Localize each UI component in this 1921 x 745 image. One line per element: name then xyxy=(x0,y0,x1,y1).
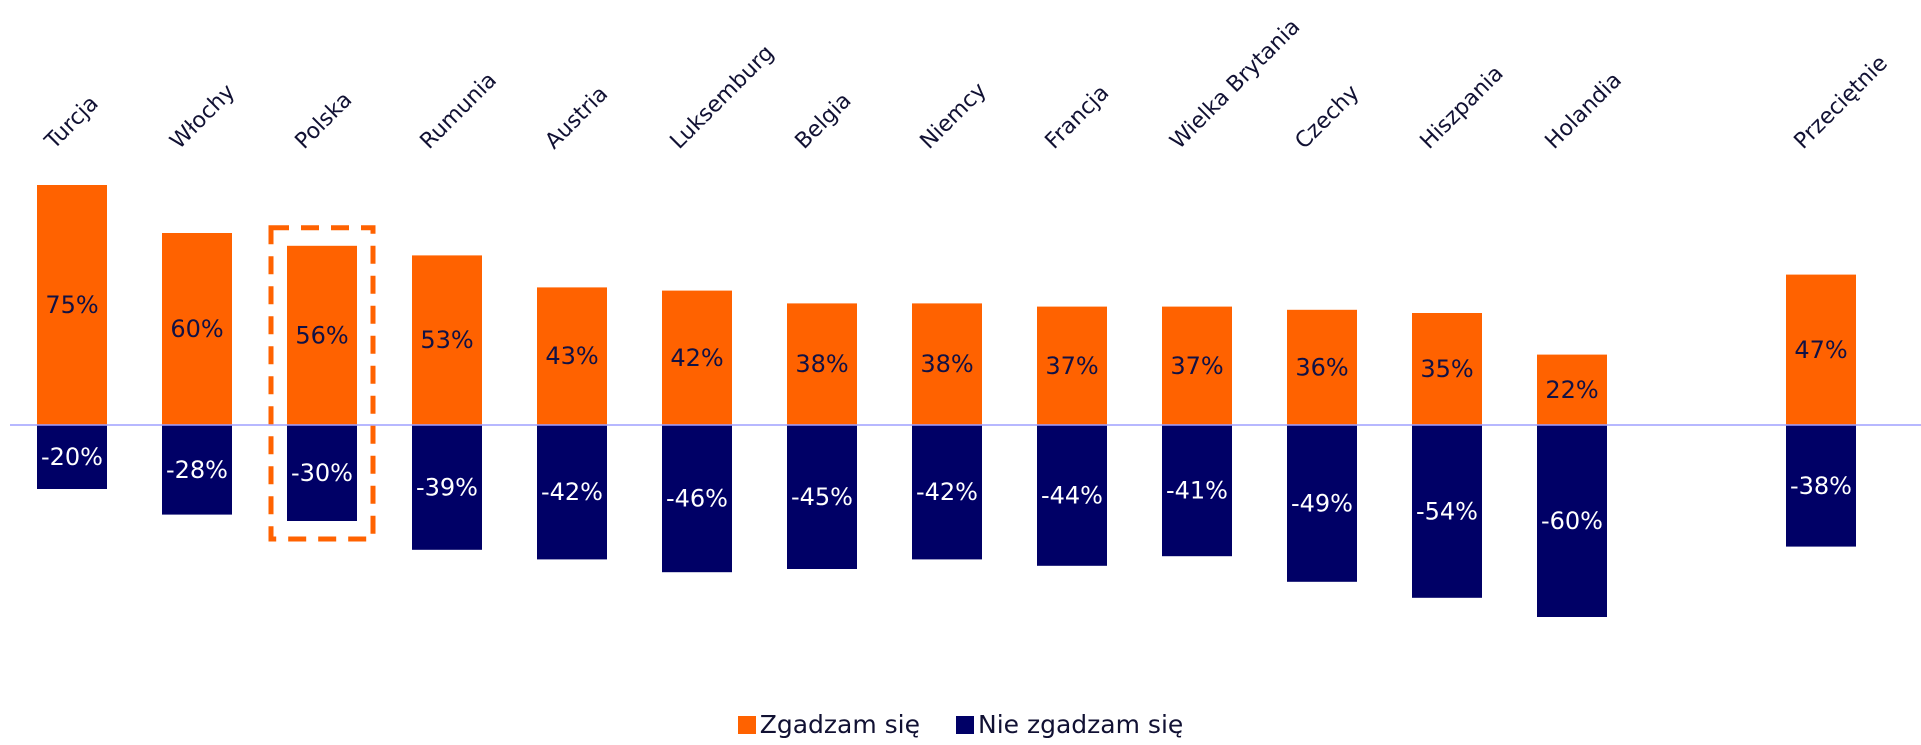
value-label-agree-austria: 43% xyxy=(545,342,598,370)
bar-disagree-przecietnie xyxy=(1786,425,1856,547)
bar-agree-czechy xyxy=(1287,309,1357,425)
bar-agree-austria xyxy=(537,287,607,425)
bar-disagree-wielka-brytania xyxy=(1162,425,1232,557)
value-label-agree-niemcy: 38% xyxy=(920,350,973,378)
bar-disagree-polska xyxy=(287,425,357,521)
value-label-disagree-rumunia: -39% xyxy=(416,473,478,501)
value-label-agree-czechy: 36% xyxy=(1295,353,1348,381)
bar-agree-hiszpania xyxy=(1412,313,1482,425)
value-label-agree-wielka-brytania: 37% xyxy=(1170,352,1223,380)
value-label-disagree-niemcy: -42% xyxy=(916,478,978,506)
value-label-agree-francja: 37% xyxy=(1045,352,1098,380)
bar-disagree-belgia xyxy=(787,425,857,569)
value-label-disagree-luksemburg: -46% xyxy=(666,485,728,513)
legend: Zgadzam się Nie zgadzam się xyxy=(0,710,1921,739)
category-label-czechy: Czechy xyxy=(1291,80,1365,154)
value-label-disagree-holandia: -60% xyxy=(1541,507,1603,535)
category-label-przecietnie: Przeciętnie xyxy=(1790,51,1893,154)
legend-label-disagree: Nie zgadzam się xyxy=(978,710,1184,739)
category-label-rumunia: Rumunia xyxy=(416,68,502,154)
bar-disagree-austria xyxy=(537,425,607,560)
value-label-agree-polska: 56% xyxy=(295,321,348,349)
bar-agree-polska xyxy=(287,245,357,425)
bar-agree-francja xyxy=(1037,306,1107,425)
legend-label-agree: Zgadzam się xyxy=(759,710,921,739)
value-label-agree-wlochy: 60% xyxy=(170,315,223,343)
value-label-agree-rumunia: 53% xyxy=(420,326,473,354)
bar-agree-wielka-brytania xyxy=(1162,306,1232,425)
value-label-agree-przecietnie: 47% xyxy=(1794,336,1847,364)
legend-item-agree: Zgadzam się xyxy=(737,710,921,739)
category-label-turcja: Turcja xyxy=(40,91,104,155)
category-labels-group: Turcja Włochy Polska Rumunia Austria Luksembu… xyxy=(40,14,1893,154)
bar-disagree-czechy xyxy=(1287,425,1357,582)
category-label-hiszpania: Hiszpania xyxy=(1416,61,1509,154)
legend-swatch-agree xyxy=(737,715,756,734)
bar-disagree-holandia xyxy=(1537,425,1607,617)
stacked-bar-chart: 75% -20% 60% -28% 56% -30% 53% -39% 43% -42% 42% -4… xyxy=(10,14,1921,617)
value-label-disagree-wlochy: -28% xyxy=(166,456,228,484)
value-label-agree-luksemburg: 42% xyxy=(670,344,723,372)
legend-swatch-disagree xyxy=(956,715,975,734)
bar-disagree-hiszpania xyxy=(1412,425,1482,598)
bar-agree-luksemburg xyxy=(662,290,732,425)
legend-item-disagree: Nie zgadzam się xyxy=(956,710,1183,739)
category-label-francja: Francja xyxy=(1041,81,1115,155)
value-label-disagree-czechy: -49% xyxy=(1291,489,1353,517)
value-label-disagree-wielka-brytania: -41% xyxy=(1166,477,1228,505)
value-label-disagree-turcja: -20% xyxy=(41,443,103,471)
bar-agree-turcja xyxy=(37,185,107,425)
value-label-agree-hiszpania: 35% xyxy=(1420,355,1473,383)
category-label-luksemburg: Luksemburg xyxy=(666,41,780,155)
value-label-agree-turcja: 75% xyxy=(45,291,98,319)
value-label-agree-holandia: 22% xyxy=(1545,376,1598,404)
bar-disagree-wlochy xyxy=(162,425,232,515)
category-label-niemcy: Niemcy xyxy=(916,78,992,154)
value-label-disagree-belgia: -45% xyxy=(791,483,853,511)
value-label-disagree-austria: -42% xyxy=(541,478,603,506)
highlight-box-polska xyxy=(268,225,376,542)
bar-disagree-francja xyxy=(1037,425,1107,566)
category-label-holandia: Holandia xyxy=(1541,68,1627,154)
bar-agree-przecietnie xyxy=(1786,274,1856,425)
bar-disagree-luksemburg xyxy=(662,425,732,573)
category-label-wielka-brytania: Wielka Brytania xyxy=(1166,14,1306,154)
value-label-disagree-przecietnie: -38% xyxy=(1790,472,1852,500)
category-label-belgia: Belgia xyxy=(791,88,857,154)
value-labels-group: 75% -20% 60% -28% 56% -30% 53% -39% 43% -42% 42% -4… xyxy=(41,291,1852,535)
bars-group xyxy=(37,185,1856,617)
bar-agree-niemcy xyxy=(912,303,982,425)
value-label-disagree-hiszpania: -54% xyxy=(1416,497,1478,525)
bar-disagree-niemcy xyxy=(912,425,982,560)
category-label-polska: Polska xyxy=(291,88,358,155)
value-label-disagree-polska: -30% xyxy=(291,459,353,487)
value-label-disagree-francja: -44% xyxy=(1041,481,1103,509)
value-label-agree-belgia: 38% xyxy=(795,350,848,378)
bar-agree-belgia xyxy=(787,303,857,425)
bar-agree-rumunia xyxy=(412,255,482,425)
bar-agree-holandia xyxy=(1537,354,1607,425)
bar-disagree-rumunia xyxy=(412,425,482,550)
category-label-wlochy: Włochy xyxy=(166,80,241,155)
bar-disagree-turcja xyxy=(37,425,107,489)
bar-agree-wlochy xyxy=(162,233,232,425)
category-label-austria: Austria xyxy=(541,82,614,155)
